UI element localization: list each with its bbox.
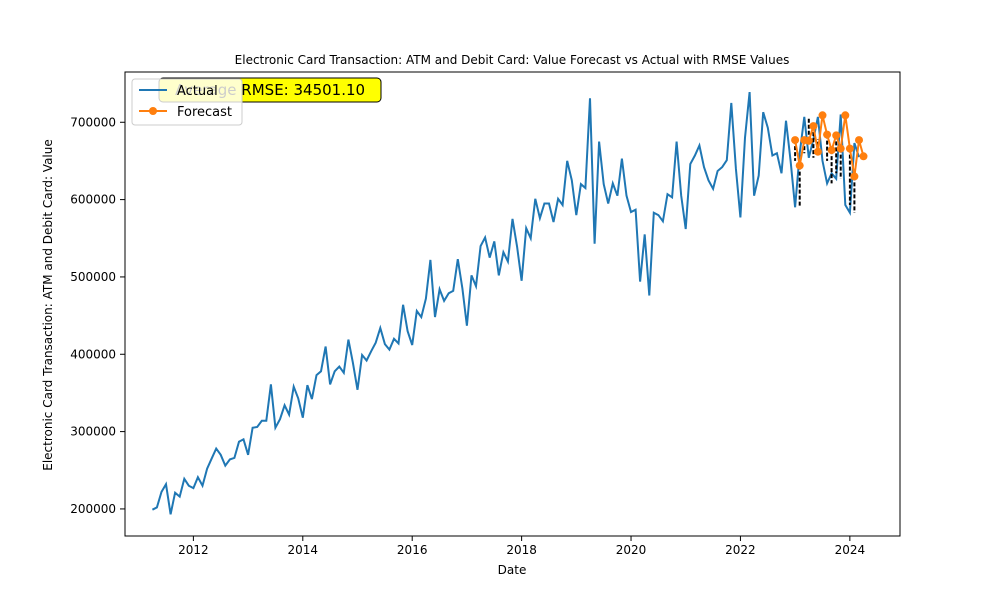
x-tick-label: 2022 (725, 543, 756, 557)
legend: Actual Forecast (131, 78, 243, 126)
forecast-point (823, 130, 832, 139)
x-tick-label: 2012 (178, 543, 209, 557)
forecast-point (795, 161, 804, 170)
y-tick-label: 200000 (70, 502, 116, 516)
forecast-point (791, 136, 800, 145)
forecast-point (836, 144, 845, 153)
forecast-point (804, 136, 813, 145)
forecast-point (827, 146, 836, 155)
y-tick-label: 400000 (70, 347, 116, 361)
forecast-point (818, 111, 827, 120)
forecast-point (850, 172, 859, 181)
x-tick-label: 2020 (616, 543, 647, 557)
chart-title: Electronic Card Transaction: ATM and Deb… (235, 53, 790, 67)
forecast-point (855, 136, 863, 145)
legend-forecast-label: Forecast (177, 105, 232, 120)
plot-area (151, 91, 868, 515)
x-tick-label: 2016 (397, 543, 428, 557)
forecast-point (813, 147, 822, 156)
y-axis-label: Electronic Card Transaction: ATM and Deb… (41, 139, 55, 471)
legend-forecast-marker (149, 107, 157, 115)
forecast-point (841, 111, 850, 120)
forecast-point (845, 144, 854, 153)
plot-frame (124, 71, 901, 537)
x-axis-label: Date (498, 563, 527, 577)
x-tick-label: 2018 (506, 543, 537, 557)
actual-series-line (151, 91, 860, 515)
x-tick-label: 2014 (288, 543, 319, 557)
forecast-point (809, 122, 818, 131)
y-tick-label: 700000 (70, 115, 116, 129)
y-tick-label: 600000 (70, 193, 116, 207)
forecast-point (832, 131, 841, 140)
x-tick-label: 2024 (835, 543, 866, 557)
y-tick-label: 500000 (70, 270, 116, 284)
legend-actual-label: Actual (177, 84, 218, 99)
y-tick-label: 300000 (70, 425, 116, 439)
axes: 2012 2014 2016 2018 2020 2022 2024 200000 300000… (70, 71, 901, 557)
forecast-point (859, 152, 868, 161)
